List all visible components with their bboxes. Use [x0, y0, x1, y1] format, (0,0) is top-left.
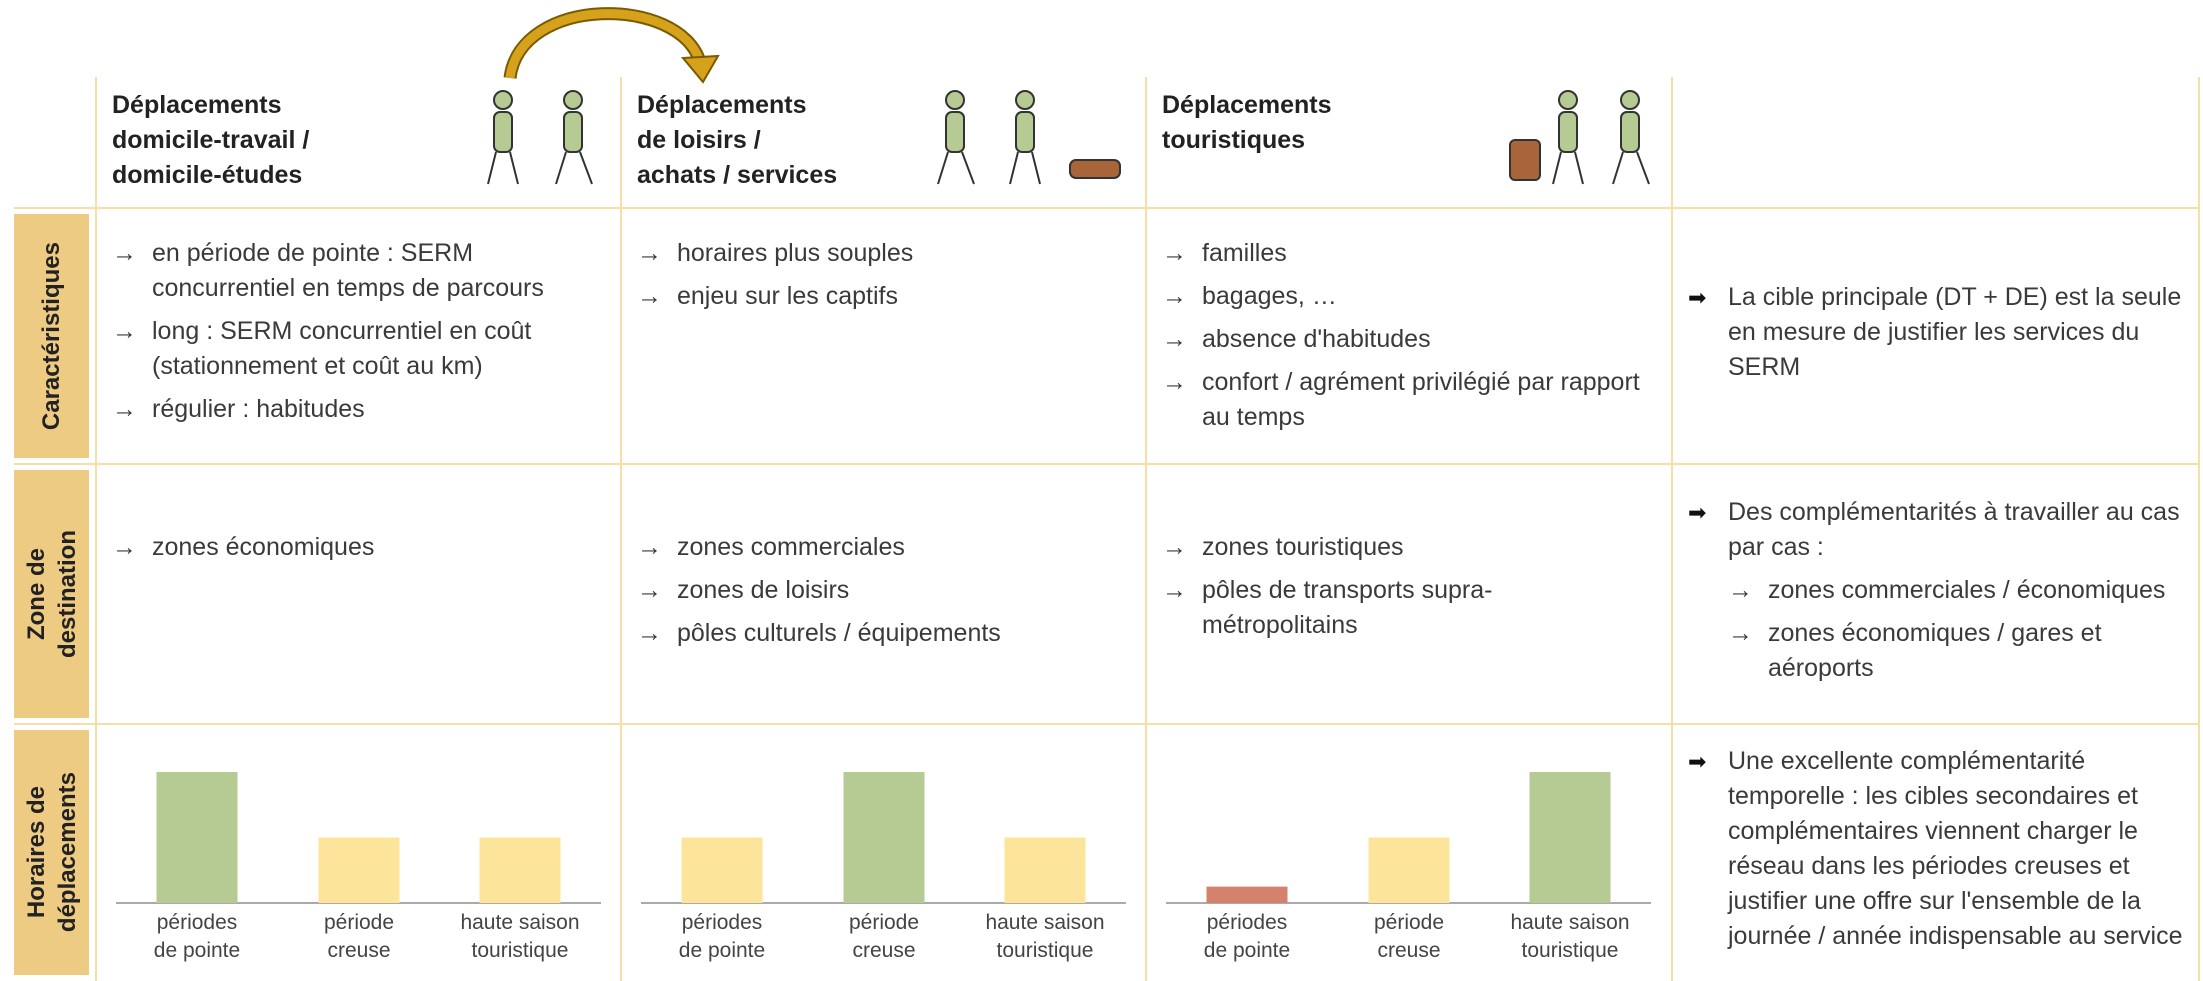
cell: familles bagages, … absence d'habitudes con… — [1162, 236, 1648, 443]
bullet-item: pôles de transports supra-métropolitains — [1162, 573, 1648, 643]
bar — [318, 837, 400, 903]
cell: en période de pointe : SERM concurrentie… — [112, 236, 597, 435]
grid — [14, 77, 2200, 981]
x-tick-label: période creuse — [323, 911, 395, 962]
row-header: Horaires de déplacements — [14, 730, 89, 975]
cell: zones économiques — [112, 530, 597, 573]
bullet-item: familles — [1162, 236, 1648, 271]
charts — [116, 772, 1651, 904]
bar — [1206, 886, 1288, 903]
bullet-item: zones commerciales / économiques — [1728, 573, 2185, 608]
bar — [1529, 772, 1611, 903]
bullet-item: enjeu sur les captifs — [637, 279, 1122, 314]
bar — [843, 772, 925, 903]
bullet-item: bagages, … — [1162, 279, 1648, 314]
row-header: Caractéristiques — [14, 214, 89, 458]
conclusion-cell: Des complémentarités à travailler au cas… — [1688, 464, 2185, 724]
bullet-item: en période de pointe : SERM concurrentie… — [112, 236, 597, 306]
row-header: Zone de destination — [14, 470, 89, 718]
bar — [1368, 837, 1450, 903]
conclusion: Une excellente complémentarité temporell… — [1688, 744, 2185, 954]
row-label: Horaires de déplacements — [22, 772, 81, 933]
bullet-item: zones touristiques — [1162, 530, 1648, 565]
bullet-item: zones de loisirs — [637, 573, 1122, 608]
arrow — [505, 9, 705, 79]
bullet-item: zones commerciales — [637, 530, 1122, 565]
cell: zones touristiques pôles de transports su… — [1162, 530, 1648, 651]
bullet-item: régulier : habitudes — [112, 392, 597, 427]
conclusion-cell: Une excellente complémentarité temporell… — [1688, 724, 2185, 981]
x-tick-label: période creuse — [1373, 911, 1445, 962]
bullet-item: absence d'habitudes — [1162, 322, 1648, 357]
column-header: Déplacements de loisirs / achats / servi… — [637, 91, 838, 189]
row-label: Zone de destination — [22, 529, 81, 658]
bullet-item: pôles culturels / équipements — [637, 616, 1122, 651]
bullet-item: long : SERM concurrentiel en coût (stati… — [112, 314, 597, 384]
bar — [156, 772, 238, 903]
conclusion-cell: La cible principale (DT + DE) est la seu… — [1688, 208, 2185, 464]
bullet-item: zones économiques — [112, 530, 597, 565]
cell: horaires plus souples enjeu sur les capti… — [637, 236, 1122, 322]
arrow-outline — [503, 7, 707, 80]
column-header: Déplacements domicile-travail / domicile… — [112, 91, 310, 189]
bar — [681, 837, 763, 903]
bullet-item: zones économiques / gares et aéroports — [1728, 616, 2185, 686]
bullet-item: confort / agrément privilégié par rappor… — [1162, 365, 1648, 435]
x-tick-label: période creuse — [848, 911, 920, 962]
conclusion: La cible principale (DT + DE) est la seu… — [1688, 280, 2185, 385]
x-tick-label: haute saison touristique — [460, 911, 580, 962]
x-tick-label: périodes de pointe — [678, 911, 766, 962]
x-tick-label: haute saison touristique — [985, 911, 1105, 962]
bar — [479, 837, 561, 903]
arrow-head — [680, 54, 720, 84]
cell: zones commerciales zones de loisirs pôles … — [637, 530, 1122, 659]
bar — [1004, 837, 1086, 903]
x-tick-label: périodes de pointe — [153, 911, 241, 962]
x-tick-label: haute saison touristique — [1510, 911, 1630, 962]
conclusion: Des complémentarités à travailler au cas… — [1688, 495, 2185, 565]
x-tick-label: périodes de pointe — [1203, 911, 1291, 962]
bullet-item: horaires plus souples — [637, 236, 1122, 271]
row-label: Caractéristiques — [38, 241, 65, 431]
column-header: Déplacements touristiques — [1162, 91, 1332, 154]
illustrations — [487, 90, 1650, 185]
